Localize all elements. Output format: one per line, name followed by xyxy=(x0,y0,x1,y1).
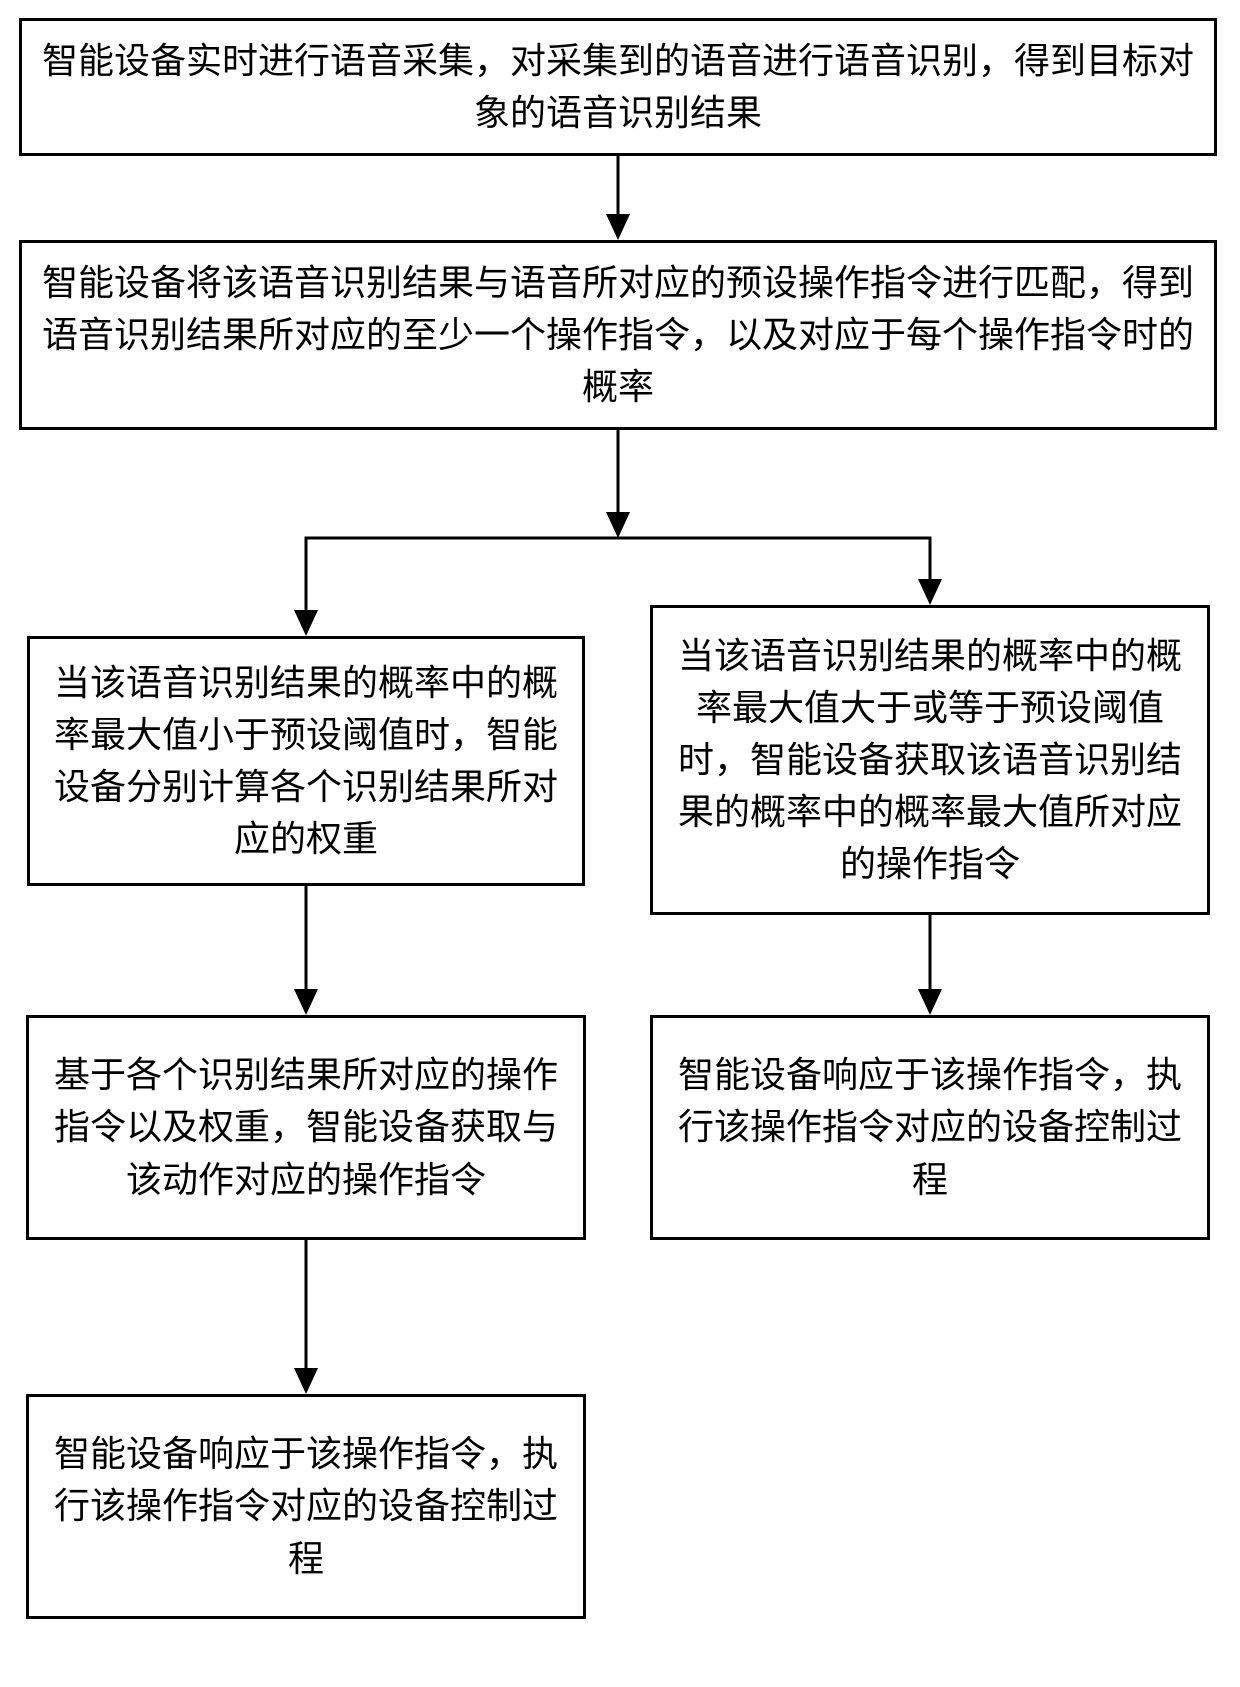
node-text: 智能设备响应于该操作指令，执行该操作指令对应的设备控制过程 xyxy=(45,1428,567,1585)
flow-node-5: 智能设备响应于该操作指令，执行该操作指令对应的设备控制过程 xyxy=(26,1394,586,1619)
flow-node-3a: 当该语音识别结果的概率中的概率最大值小于预设阈值时，智能设备分别计算各个识别结果… xyxy=(27,636,585,886)
flow-node-3b: 当该语音识别结果的概率中的概率最大值大于或等于预设阈值时，智能设备获取该语音识别… xyxy=(650,605,1210,915)
node-text: 当该语音识别结果的概率中的概率最大值大于或等于预设阈值时，智能设备获取该语音识别… xyxy=(669,630,1191,891)
node-text: 当该语音识别结果的概率中的概率最大值小于预设阈值时，智能设备分别计算各个识别结果… xyxy=(46,657,566,866)
node-text: 智能设备将该语音识别结果与语音所对应的预设操作指令进行匹配，得到语音识别结果所对… xyxy=(38,257,1198,414)
flow-node-2: 智能设备将该语音识别结果与语音所对应的预设操作指令进行匹配，得到语音识别结果所对… xyxy=(19,240,1217,430)
node-text: 智能设备响应于该操作指令，执行该操作指令对应的设备控制过程 xyxy=(669,1049,1191,1206)
node-text: 智能设备实时进行语音采集，对采集到的语音进行语音识别，得到目标对象的语音识别结果 xyxy=(38,35,1198,139)
flow-node-4b: 智能设备响应于该操作指令，执行该操作指令对应的设备控制过程 xyxy=(650,1015,1210,1240)
node-text: 基于各个识别结果所对应的操作指令以及权重，智能设备获取与该动作对应的操作指令 xyxy=(45,1049,567,1206)
flow-node-1: 智能设备实时进行语音采集，对采集到的语音进行语音识别，得到目标对象的语音识别结果 xyxy=(19,18,1217,156)
flow-node-4a: 基于各个识别结果所对应的操作指令以及权重，智能设备获取与该动作对应的操作指令 xyxy=(26,1015,586,1240)
